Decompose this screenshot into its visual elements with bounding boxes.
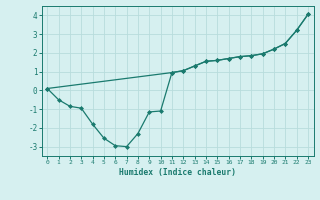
- X-axis label: Humidex (Indice chaleur): Humidex (Indice chaleur): [119, 168, 236, 177]
